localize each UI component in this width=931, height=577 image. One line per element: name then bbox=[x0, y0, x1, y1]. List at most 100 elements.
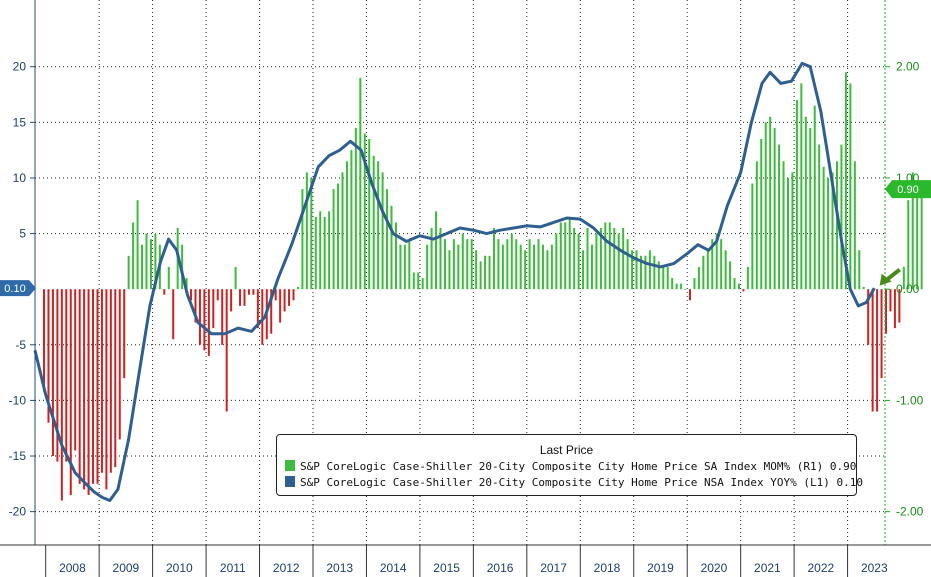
bar bbox=[96, 289, 99, 484]
bar bbox=[203, 289, 206, 351]
bar bbox=[109, 289, 112, 473]
legend-axis-yoy: (L1) bbox=[803, 476, 837, 489]
bar bbox=[720, 239, 723, 290]
bar bbox=[386, 189, 389, 290]
bar bbox=[319, 211, 322, 290]
bar bbox=[377, 161, 380, 290]
bar bbox=[702, 255, 705, 290]
bar bbox=[644, 255, 647, 290]
x-tick-label: 2009 bbox=[113, 561, 140, 575]
bar bbox=[568, 216, 571, 290]
bar bbox=[56, 289, 59, 462]
bar bbox=[497, 239, 500, 290]
bar bbox=[65, 289, 68, 462]
bar bbox=[550, 244, 553, 290]
bar bbox=[350, 150, 353, 290]
bar bbox=[359, 77, 362, 290]
legend-label-mom: S&P CoreLogic Case-Shiller 20-City Compo… bbox=[300, 460, 791, 473]
bar bbox=[853, 161, 856, 290]
bar bbox=[475, 250, 478, 290]
right-tick-label: 2.00 bbox=[896, 60, 920, 74]
bar bbox=[127, 255, 130, 290]
bar bbox=[519, 244, 522, 290]
right-tick-label: 0.00 bbox=[896, 282, 920, 296]
bar bbox=[515, 239, 518, 290]
last-value-label-right: 0.90 bbox=[897, 184, 918, 196]
bar bbox=[528, 239, 531, 290]
left-tick-label: -5 bbox=[15, 338, 26, 352]
bar bbox=[234, 266, 237, 290]
bar bbox=[408, 239, 411, 290]
last-value-marker-left bbox=[0, 280, 36, 297]
bar bbox=[916, 189, 919, 290]
bar bbox=[822, 166, 825, 290]
bar bbox=[74, 289, 77, 451]
bar bbox=[573, 228, 576, 290]
bar bbox=[452, 239, 455, 290]
bar bbox=[608, 222, 611, 290]
bar bbox=[314, 216, 317, 290]
bar bbox=[207, 289, 210, 356]
bar bbox=[742, 289, 745, 292]
bar bbox=[145, 233, 148, 290]
left-tick-label: 10 bbox=[13, 171, 27, 185]
left-tick-label: 20 bbox=[13, 60, 27, 74]
bar bbox=[813, 105, 816, 290]
left-tick-label: 5 bbox=[19, 227, 26, 241]
bar bbox=[831, 172, 834, 290]
bar bbox=[381, 172, 384, 290]
bar bbox=[163, 289, 166, 295]
x-tick-label: 2015 bbox=[433, 561, 460, 575]
bar bbox=[283, 289, 286, 312]
bar bbox=[239, 289, 242, 306]
bar bbox=[840, 144, 843, 290]
bar bbox=[697, 266, 700, 290]
bar bbox=[809, 127, 812, 290]
legend-swatch-green bbox=[285, 460, 295, 471]
bar bbox=[114, 289, 117, 468]
bar bbox=[876, 289, 879, 412]
bar bbox=[778, 144, 781, 290]
last-value-label-left: 0.10 bbox=[4, 283, 25, 295]
bar bbox=[341, 172, 344, 290]
bar bbox=[506, 239, 509, 290]
bar bbox=[403, 244, 406, 290]
bar bbox=[92, 289, 95, 484]
bar bbox=[60, 289, 63, 501]
bar bbox=[105, 289, 108, 490]
bar bbox=[337, 183, 340, 290]
bar bbox=[368, 139, 371, 290]
bar bbox=[328, 211, 331, 290]
bar bbox=[399, 244, 402, 290]
bar bbox=[858, 250, 861, 290]
x-tick-label: 2013 bbox=[326, 561, 353, 575]
x-tick-label: 2022 bbox=[807, 561, 834, 575]
bar bbox=[889, 289, 892, 312]
bar bbox=[635, 250, 638, 290]
bar bbox=[546, 250, 549, 290]
bar bbox=[448, 250, 451, 290]
bar bbox=[461, 233, 464, 290]
bar bbox=[867, 289, 870, 345]
bar bbox=[657, 261, 660, 290]
x-tick-label: 2018 bbox=[594, 561, 621, 575]
bar bbox=[769, 116, 772, 290]
bar bbox=[435, 211, 438, 290]
bar bbox=[590, 244, 593, 290]
bar bbox=[221, 289, 224, 345]
bar bbox=[301, 189, 304, 290]
bar bbox=[751, 183, 754, 290]
bar bbox=[190, 289, 193, 301]
x-tick-label: 2016 bbox=[487, 561, 514, 575]
x-tick-label: 2023 bbox=[861, 561, 888, 575]
bar bbox=[83, 289, 86, 490]
bar bbox=[711, 239, 714, 290]
x-tick-label: 2011 bbox=[220, 561, 246, 575]
bar bbox=[559, 222, 562, 290]
bar bbox=[288, 289, 291, 306]
bar bbox=[100, 289, 103, 473]
bar bbox=[118, 289, 121, 440]
x-tick-label: 2017 bbox=[540, 561, 567, 575]
bar bbox=[844, 72, 847, 290]
